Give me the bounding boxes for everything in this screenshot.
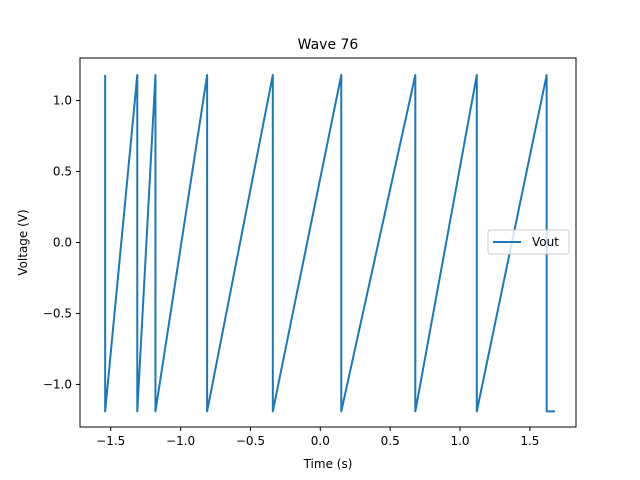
x-tick-label: −0.5 [236,434,265,448]
y-tick-label: 0.5 [53,165,72,179]
x-tick-label: −1.0 [166,434,195,448]
x-tick-label: 1.5 [520,434,539,448]
x-tick-label: 1.0 [450,434,469,448]
legend-box [487,229,570,255]
x-tick-label: 0.0 [311,434,330,448]
y-tick-label: −1.0 [43,377,72,391]
series-layer [104,74,556,413]
y-tick-label: 0.0 [53,236,72,250]
y-tick-label: 1.0 [53,94,72,108]
chart-title: Wave 76 [298,37,359,53]
x-axis-ticks: −1.5 −1.0 −0.5 0.0 0.5 1.0 1.5 [96,427,539,448]
x-axis-label: Time (s) [303,457,353,471]
x-tick-label: 0.5 [381,434,400,448]
x-tick-label: −1.5 [96,434,125,448]
legend-label-vout: Vout [532,235,559,249]
legend: Vout [487,229,570,255]
series-line-vout [104,74,556,413]
y-axis-label: Voltage (V) [16,209,30,275]
y-axis-ticks: −1.0 −0.5 0.0 0.5 1.0 [43,94,80,391]
y-tick-label: −0.5 [43,306,72,320]
